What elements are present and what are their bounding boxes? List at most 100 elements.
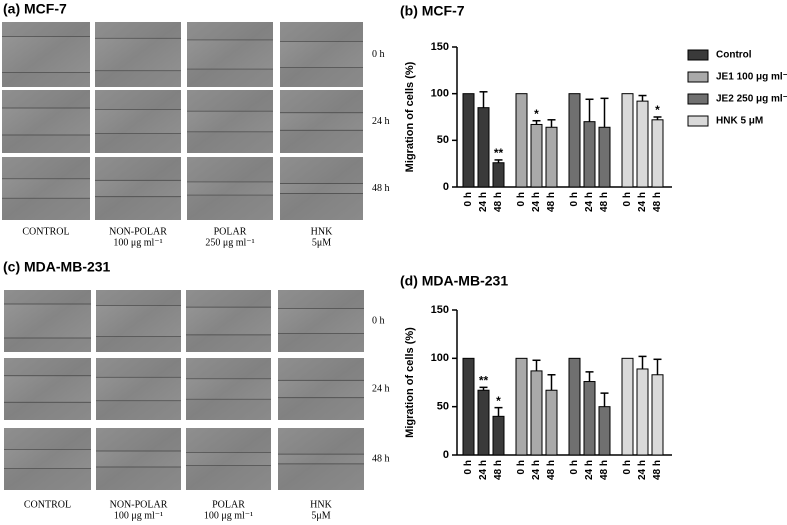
micrograph (278, 428, 364, 490)
legend-swatch (687, 49, 709, 61)
cell-layer (280, 22, 363, 42)
significance-label: * (496, 394, 501, 408)
cell-layer (278, 428, 364, 455)
cell-layer (187, 90, 273, 112)
error-bar (547, 119, 556, 128)
cell-layer (187, 195, 273, 220)
y-tick-label: 100 (431, 88, 449, 100)
row-label: 48 h (372, 183, 390, 194)
column-label: 100 μg ml⁻¹ (204, 510, 253, 521)
cell-layer (187, 22, 273, 40)
column-label: 100 μg ml⁻¹ (114, 510, 163, 521)
cell-layer (96, 428, 181, 451)
bar (515, 357, 528, 456)
x-tick-label: 0 h (569, 192, 580, 206)
bar (515, 93, 528, 188)
error-bar (479, 386, 488, 391)
cell-layer (95, 196, 181, 220)
micrograph (4, 290, 91, 352)
cell-layer (2, 198, 90, 220)
error-bar (638, 355, 647, 369)
cell-layer (278, 358, 364, 381)
cell-layer (280, 130, 363, 153)
cell-layer (95, 70, 181, 87)
x-tick-label: 24 h (584, 460, 595, 480)
legend-label: HNK 5 μM (716, 116, 763, 127)
legend-swatch (687, 115, 709, 127)
legend-swatch (687, 93, 709, 105)
micrograph (187, 157, 273, 220)
micrograph (4, 428, 91, 490)
legend-label: JE2 250 μg ml⁻¹ (716, 94, 787, 105)
micrograph (186, 290, 271, 352)
column-label: CONTROL (24, 499, 71, 510)
cell-layer (278, 290, 364, 309)
error-bar (600, 392, 609, 407)
bar (583, 381, 596, 456)
bar (568, 357, 581, 456)
micrograph (187, 22, 273, 87)
column-label: 250 μg ml⁻¹ (205, 237, 254, 248)
bar (636, 100, 649, 188)
error-bar (638, 94, 647, 102)
legend-swatch (687, 71, 709, 83)
micrograph (2, 157, 90, 220)
cell-layer (186, 465, 271, 490)
cell-layer (278, 463, 364, 490)
cell-layer (95, 157, 181, 181)
micrograph (186, 428, 271, 490)
row-label: 48 h (372, 453, 390, 464)
micrograph (2, 22, 90, 87)
chart-title: (b) MCF-7 (400, 3, 465, 19)
cell-layer (280, 193, 363, 220)
cell-layer (2, 90, 90, 108)
row-label: 24 h (372, 383, 390, 394)
x-tick-label: 24 h (637, 192, 648, 212)
micrograph (278, 290, 364, 352)
x-tick-label: 0 h (569, 460, 580, 474)
bar (568, 93, 581, 188)
x-tick-label: 48 h (599, 460, 610, 480)
cell-layer (95, 22, 181, 39)
y-tick-label: 0 (443, 181, 449, 193)
error-bar (547, 374, 556, 391)
y-tick-label: 50 (437, 401, 449, 413)
micrograph (187, 90, 273, 153)
column-label: HNK (311, 226, 333, 237)
micrograph (2, 90, 90, 153)
y-axis-label: Migration of cells (%) (404, 327, 416, 438)
micrograph (280, 22, 363, 87)
cell-layer (96, 336, 181, 352)
x-tick-label: 24 h (478, 192, 489, 212)
error-bar (494, 159, 503, 163)
micrograph (95, 22, 181, 87)
cell-layer (4, 428, 91, 450)
cell-layer (96, 400, 181, 420)
bar (545, 389, 558, 456)
error-bar (600, 97, 609, 128)
bar (636, 368, 649, 456)
y-tick-label: 150 (431, 304, 449, 316)
bar (492, 415, 505, 456)
cell-layer (280, 67, 363, 87)
y-tick-label: 100 (431, 352, 449, 364)
significance-label: * (655, 103, 660, 117)
cell-layer (280, 90, 363, 113)
micrograph (96, 290, 181, 352)
cell-layer (278, 333, 364, 352)
cell-layer (186, 428, 271, 453)
legend-label: JE1 100 μg ml⁻¹ (716, 72, 787, 83)
column-label: NON-POLAR (110, 499, 168, 510)
micrograph (4, 358, 91, 420)
cell-layer (278, 397, 364, 420)
x-tick-label: 48 h (493, 460, 504, 480)
column-label: HNK (310, 499, 332, 510)
panel-title: (c) MDA-MB-231 (3, 259, 111, 275)
significance-label: * (534, 107, 539, 121)
cell-layer (2, 22, 90, 37)
micrograph (186, 358, 271, 420)
error-bar (653, 116, 662, 120)
x-tick-label: 48 h (546, 460, 557, 480)
significance-label: ** (494, 146, 504, 160)
x-tick-label: 0 h (516, 460, 527, 474)
